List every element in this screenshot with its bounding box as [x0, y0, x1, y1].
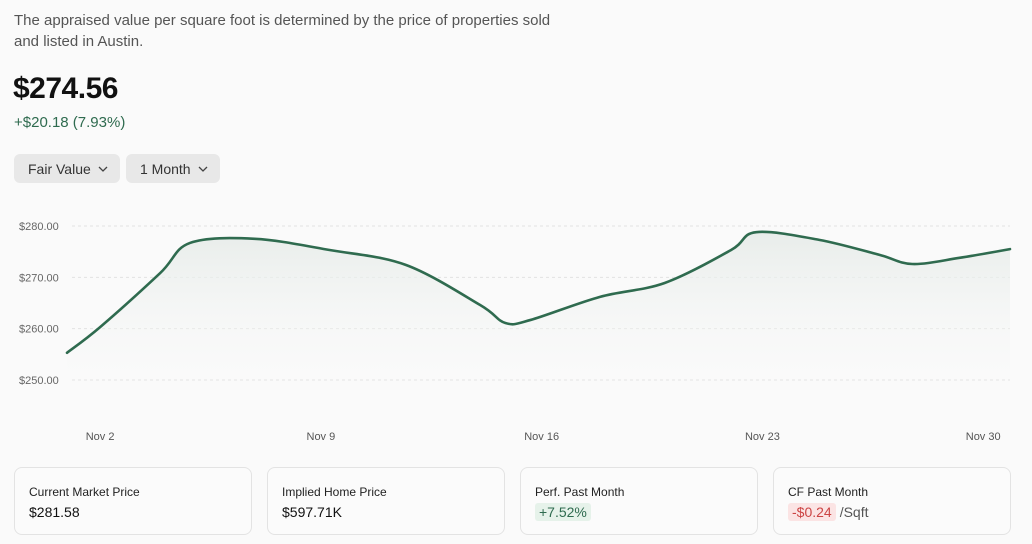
chevron-down-icon: [98, 166, 108, 172]
card-value: -$0.24: [788, 503, 836, 521]
card-label: Current Market Price: [29, 485, 140, 499]
card-label: CF Past Month: [788, 485, 869, 499]
price-change: +$20.18 (7.93%): [14, 114, 126, 131]
card-current-market-price: Current Market Price $281.58: [14, 467, 252, 535]
range-dropdown-label: 1 Month: [140, 160, 191, 177]
series-line: [65, 230, 1012, 355]
card-perf-past-month: Perf. Past Month +7.52%: [520, 467, 758, 535]
y-tick-label: $270.00: [19, 272, 59, 284]
y-tick-label: $260.00: [19, 324, 59, 336]
card-value: +7.52%: [535, 503, 591, 521]
card-unit: /Sqft: [839, 504, 869, 520]
fair-value-chart: $280.00 $270.00 $260.00 $250.00 Nov 2 Nov 9 No…: [19, 221, 1012, 443]
description: The appraised value per square foot is d…: [14, 12, 551, 50]
card-label: Implied Home Price: [282, 485, 387, 499]
card-value: $281.58: [29, 504, 80, 520]
card-label: Perf. Past Month: [535, 485, 625, 499]
metric-dropdown-label: Fair Value: [28, 160, 91, 177]
y-tick-label: $250.00: [19, 375, 59, 387]
x-tick-label: Nov 30: [966, 431, 1001, 443]
card-value: $597.71K: [282, 504, 342, 520]
area-fill: [67, 231, 1010, 400]
chevron-down-icon: [198, 166, 208, 172]
x-tick-label: Nov 9: [307, 431, 336, 443]
card-cf-past-month: CF Past Month -$0.24/Sqft: [773, 467, 1011, 535]
range-dropdown[interactable]: 1 Month: [126, 154, 220, 183]
x-tick-label: Nov 16: [524, 431, 559, 443]
current-price: $274.56: [13, 72, 118, 105]
x-tick-label: Nov 2: [86, 431, 115, 443]
y-tick-label: $280.00: [19, 221, 59, 233]
card-implied-home-price: Implied Home Price $597.71K: [267, 467, 505, 535]
x-tick-label: Nov 23: [745, 431, 780, 443]
metric-dropdown[interactable]: Fair Value: [14, 154, 120, 183]
